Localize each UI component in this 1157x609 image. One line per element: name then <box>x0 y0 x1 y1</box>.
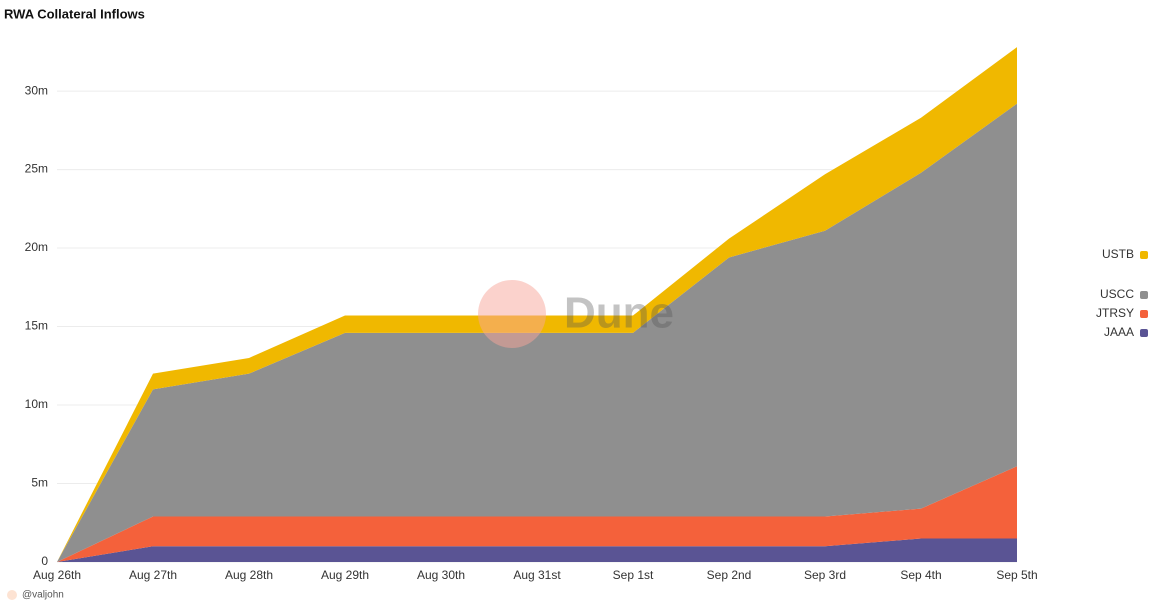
legend-swatch <box>1140 291 1148 299</box>
y-tick-label: 30m <box>25 83 48 97</box>
area <box>57 103 1017 562</box>
legend-label: JAAA <box>1104 325 1134 339</box>
legend-label: USTB <box>1102 247 1134 261</box>
credit: @valjohn <box>22 590 64 601</box>
legend-swatch <box>1140 251 1148 259</box>
y-tick-label: 15m <box>25 319 48 333</box>
watermark: Dune <box>564 289 674 338</box>
legend-label: USCC <box>1100 287 1134 301</box>
area <box>57 466 1017 562</box>
y-tick-label: 25m <box>25 162 48 176</box>
x-tick-label: Aug 26th <box>33 568 81 582</box>
x-tick-label: Aug 29th <box>321 568 369 582</box>
y-tick-label: 5m <box>31 476 48 490</box>
chart-title: RWA Collateral Inflows <box>4 6 145 21</box>
y-tick-label: 10m <box>25 397 48 411</box>
x-tick-label: Aug 31st <box>513 568 561 582</box>
x-tick-label: Sep 2nd <box>707 568 752 582</box>
x-tick-label: Aug 27th <box>129 568 177 582</box>
legend-swatch <box>1140 329 1148 337</box>
area <box>57 538 1017 562</box>
x-tick-label: Aug 28th <box>225 568 273 582</box>
x-tick-label: Sep 4th <box>900 568 941 582</box>
y-tick-label: 0 <box>41 554 48 568</box>
x-tick-label: Sep 5th <box>996 568 1037 582</box>
x-tick-label: Aug 30th <box>417 568 465 582</box>
y-tick-label: 20m <box>25 240 48 254</box>
credit-icon <box>7 590 17 600</box>
x-tick-label: Sep 3rd <box>804 568 846 582</box>
legend-label: JTRSY <box>1096 306 1134 320</box>
x-tick-label: Sep 1st <box>613 568 654 582</box>
watermark-logo <box>478 280 546 348</box>
legend-swatch <box>1140 310 1148 318</box>
